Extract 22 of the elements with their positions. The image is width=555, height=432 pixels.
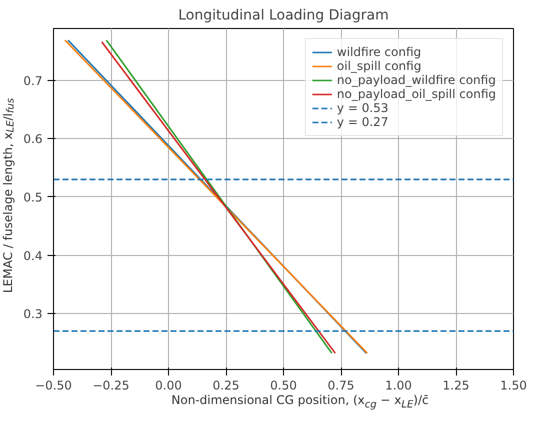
x-tick-label: 0.75 <box>328 378 354 392</box>
y-tick-label: 0.5 <box>23 190 43 204</box>
x-tick-label: 1.00 <box>385 378 412 392</box>
legend-label: oil_spill config <box>336 59 422 73</box>
x-tick-label: 1.50 <box>500 378 527 392</box>
legend-label: y = 0.27 <box>336 115 388 129</box>
x-axis-title: Non-dimensional CG position, (x$_{cg}$ − x$_{LE}$)/c̄ <box>171 392 429 412</box>
legend-label: wildfire config <box>336 45 422 59</box>
legend-label: y = 0.53 <box>336 101 388 115</box>
x-tick-label: 0.00 <box>155 378 182 392</box>
chart-title: Longitudinal Loading Diagram <box>178 8 389 24</box>
legend-label: no_payload_wildfire config <box>336 73 496 87</box>
x-tick-label: 1.25 <box>442 378 470 392</box>
y-tick-label: 0.7 <box>23 74 43 88</box>
x-tick-label: 0.50 <box>270 378 297 392</box>
y-tick-label: 0.4 <box>23 248 43 263</box>
y-tick-label: 0.3 <box>23 307 43 322</box>
x-tick-label: 0.25 <box>212 378 240 392</box>
x-tick-label: −0.50 <box>35 378 72 392</box>
y-tick-label: 0.6 <box>23 132 43 146</box>
x-tick-label: −0.25 <box>92 378 130 392</box>
legend-label: no_payload_oil_spill config <box>336 87 496 101</box>
